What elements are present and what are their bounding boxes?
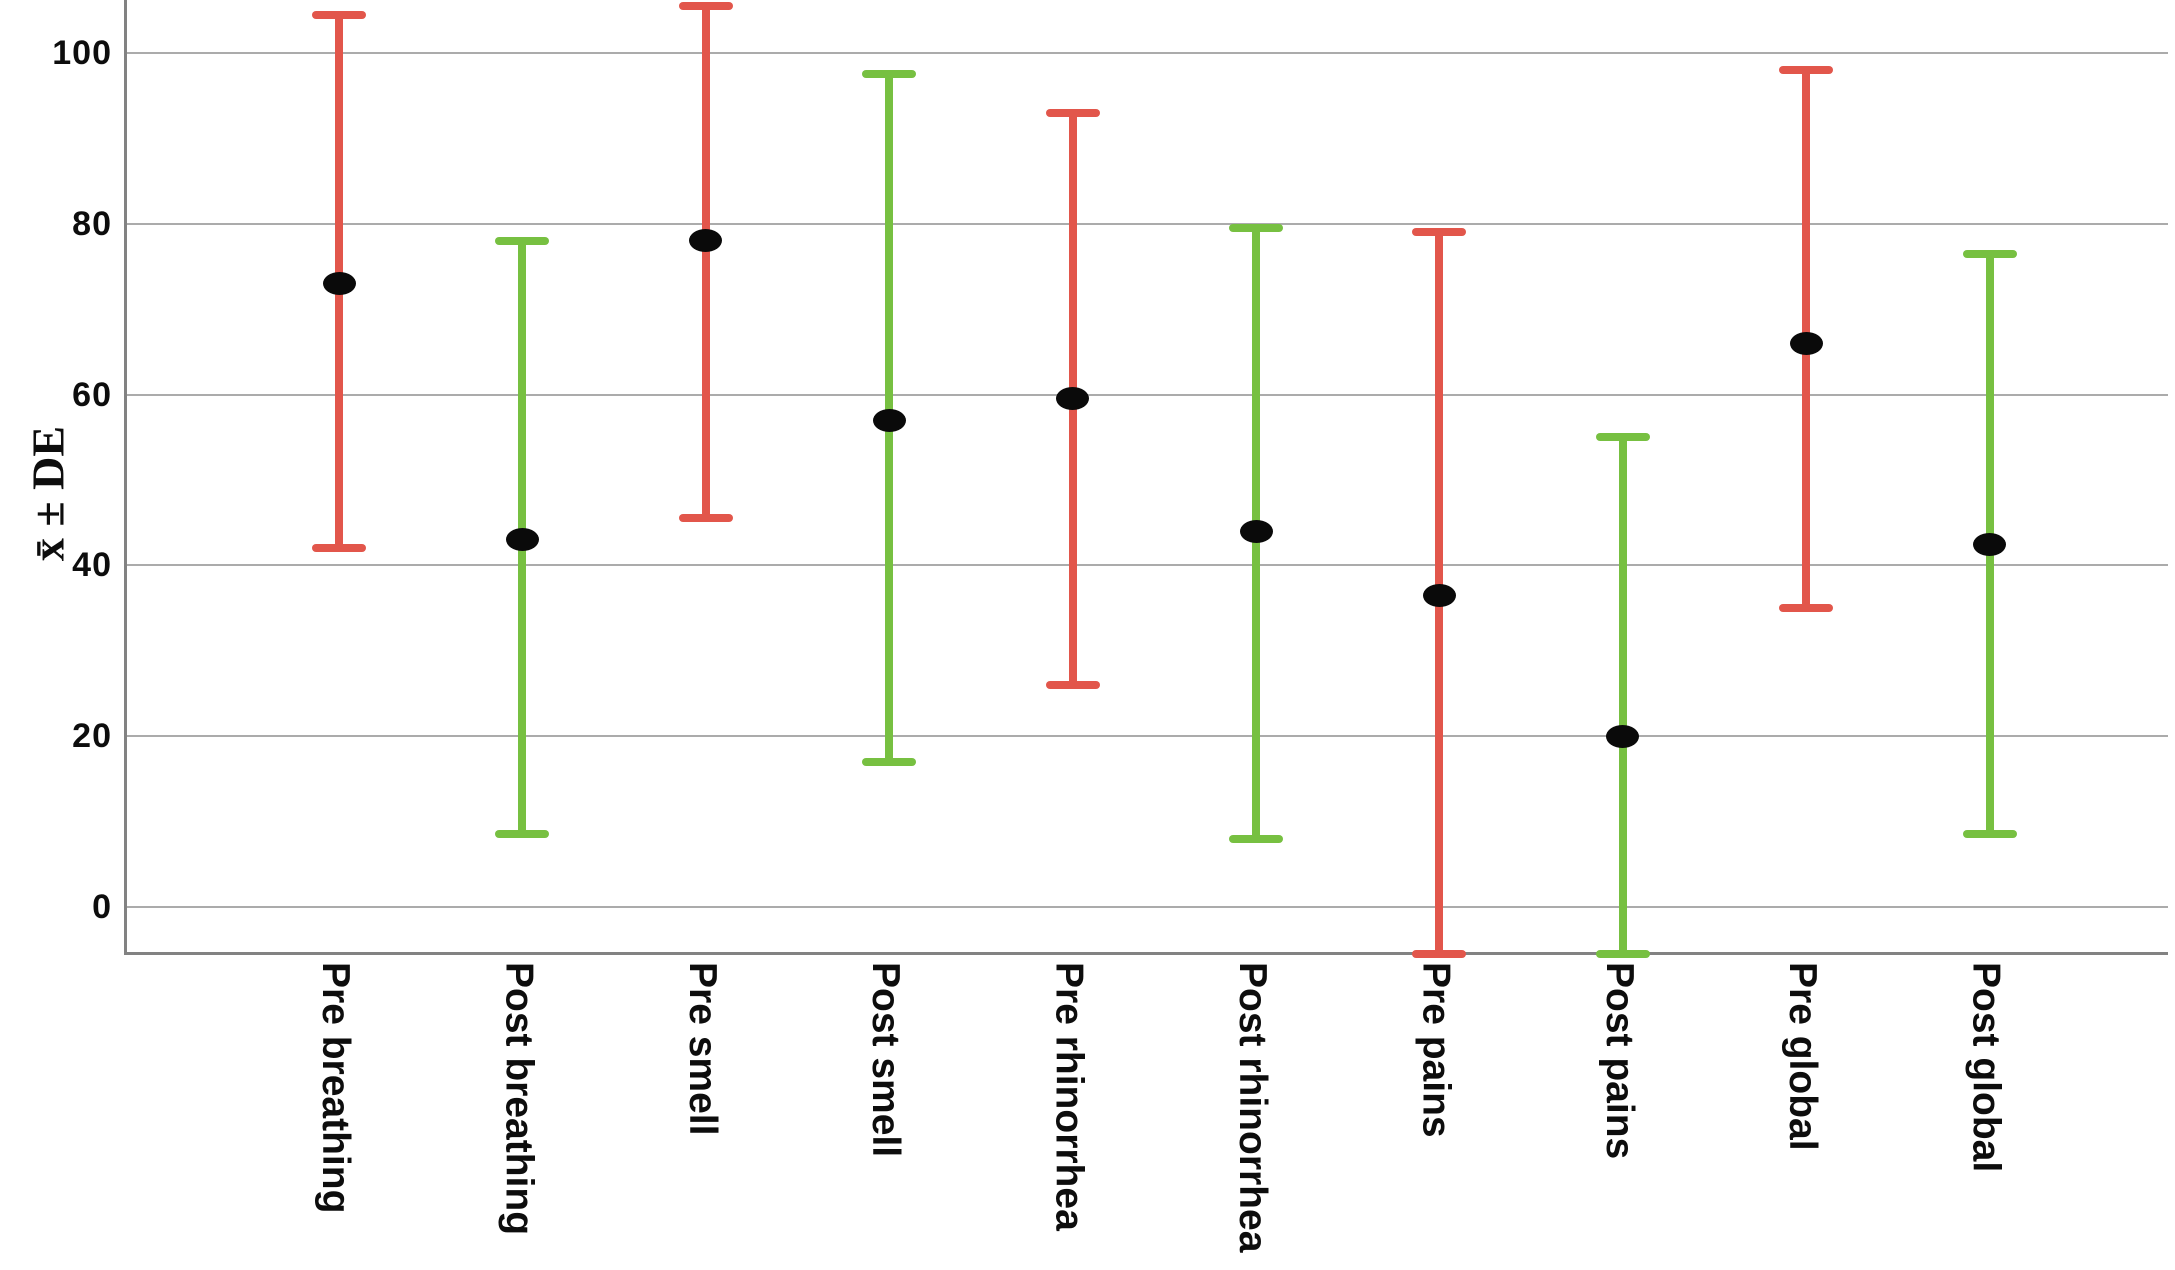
- x-tick-label: Pre breathing: [314, 962, 357, 1214]
- error-bar-lower-cap: [1962, 830, 2017, 839]
- gridline: [126, 222, 2168, 225]
- x-tick-label: Post smell: [864, 962, 908, 1158]
- x-axis-line: [124, 952, 2168, 955]
- error-bar-upper-cap: [1779, 66, 1834, 75]
- error-bar-upper-cap: [1229, 224, 1283, 233]
- error-bar-lower-cap: [495, 830, 550, 839]
- mean-dot: [1056, 387, 1090, 411]
- gridline: [126, 564, 2168, 567]
- y-axis-line: [124, 0, 127, 955]
- mean-dot: [1789, 331, 1823, 355]
- error-bar-line: [1618, 437, 1627, 954]
- error-bar-lower-cap: [1779, 604, 1834, 613]
- error-bar-upper-cap: [1412, 228, 1467, 237]
- y-tick-label: 40: [72, 546, 112, 585]
- x-tick-label: Post rhinorrhea: [1231, 962, 1274, 1253]
- error-bar-upper-cap: [312, 10, 366, 19]
- error-bar-lower-cap: [1595, 949, 1650, 958]
- x-tick-label: Post global: [1964, 962, 2008, 1173]
- mean-dot: [505, 528, 539, 552]
- y-tick-label: 60: [72, 375, 112, 414]
- x-tick-label: Pre pains: [1414, 962, 1458, 1138]
- error-bar-line: [701, 6, 710, 519]
- error-bar-upper-cap: [1595, 433, 1650, 442]
- error-bar-lower-cap: [678, 514, 733, 523]
- mean-dot: [322, 272, 356, 296]
- mean-dot: [689, 229, 723, 253]
- mean-dot: [872, 408, 906, 432]
- error-bar-lower-cap: [312, 544, 366, 553]
- x-tick-label: Pre global: [1781, 962, 1825, 1151]
- y-tick-label: 20: [72, 717, 112, 756]
- x-tick-label: Post breathing: [497, 962, 541, 1236]
- error-bar-upper-cap: [678, 2, 733, 11]
- error-bar-upper-cap: [1045, 108, 1100, 117]
- error-bar-lower-cap: [1229, 834, 1283, 843]
- gridline: [126, 735, 2168, 738]
- error-bar-lower-cap: [1412, 949, 1467, 958]
- x-tick-label: Post pains: [1597, 962, 1641, 1160]
- mean-dot: [1239, 519, 1273, 543]
- y-tick-label: 80: [72, 204, 112, 243]
- error-bar-lower-cap: [862, 757, 917, 766]
- mean-dot: [1606, 724, 1640, 748]
- error-bar-upper-cap: [862, 70, 917, 79]
- error-bar-lower-cap: [1045, 680, 1100, 689]
- y-tick-label: 100: [52, 34, 112, 72]
- mean-dot: [1973, 532, 2007, 556]
- gridline: [126, 393, 2168, 396]
- mean-dot: [1422, 583, 1456, 607]
- gridline: [126, 906, 2168, 908]
- error-bar-upper-cap: [495, 236, 550, 245]
- gridline: [126, 52, 2168, 54]
- y-tick-label: 0: [92, 888, 112, 926]
- x-tick-label: Pre rhinorrhea: [1047, 962, 1091, 1231]
- error-bar-upper-cap: [1962, 249, 2017, 258]
- x-tick-label: Pre smell: [680, 962, 724, 1136]
